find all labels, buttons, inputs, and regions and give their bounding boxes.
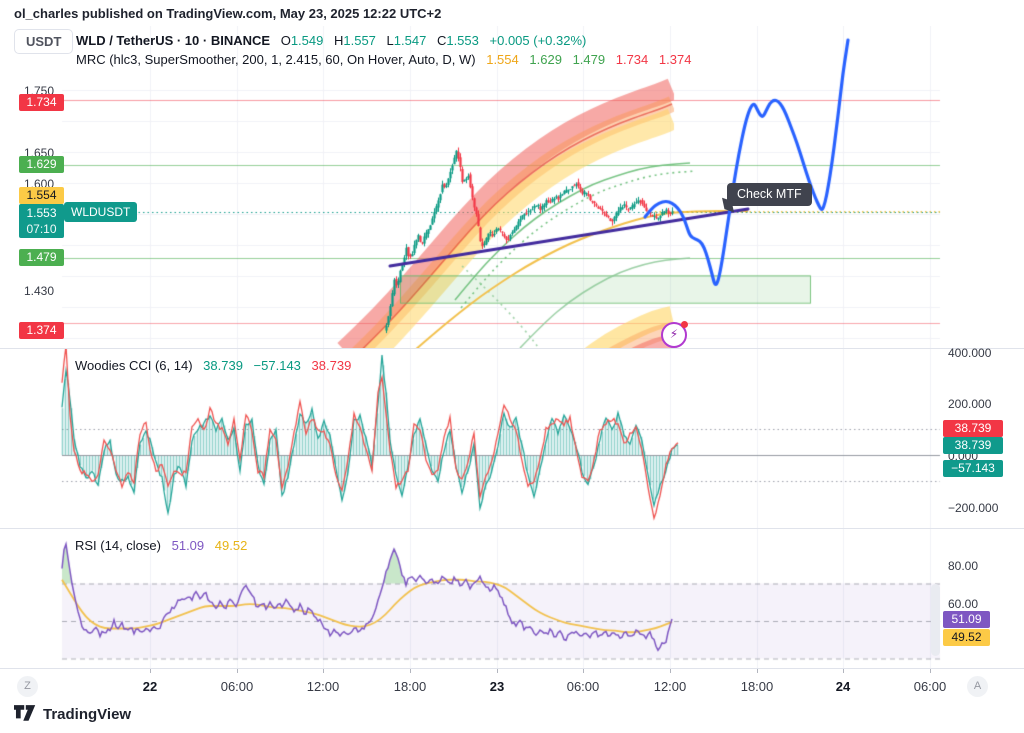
cci-value-badge: 38.739: [943, 437, 1003, 454]
time-tick-label: 23: [489, 679, 505, 694]
main-chart-canvas[interactable]: [0, 26, 1024, 348]
time-tick-label: 18:00: [740, 679, 774, 694]
rsi-value: 51.09: [171, 538, 205, 553]
check-mtf-text: Check MTF: [737, 187, 802, 201]
time-tick-mark: [150, 669, 151, 673]
time-tick-mark: [930, 669, 931, 673]
time-tick-mark: [410, 669, 411, 673]
pane-separator[interactable]: [0, 348, 1024, 349]
mrc-indicator-legend[interactable]: MRC (hlc3, SuperSmoother, 200, 1, 2.415,…: [76, 52, 691, 67]
time-tick-mark: [237, 669, 238, 673]
mrc-value-lower1: 1.479: [572, 52, 606, 67]
tradingview-logo-icon: [14, 705, 36, 721]
lightning-alert-icon[interactable]: ⚡: [661, 321, 688, 348]
time-tick-mark: [670, 669, 671, 673]
mrc-value-mean: 1.554: [486, 52, 519, 67]
timezone-button[interactable]: Z: [17, 676, 38, 697]
rsi-axis-label: 60.00: [948, 597, 979, 611]
rsi-ma-value: 49.52: [214, 538, 248, 553]
ohlc-open-value: 1.549: [290, 33, 324, 48]
time-tick-label: 12:00: [306, 679, 340, 694]
cci-value-3: 38.739: [311, 358, 352, 373]
time-tick-label: 18:00: [393, 679, 427, 694]
ohlc-open-key: O: [280, 33, 291, 48]
cci-axis-label: 400.000: [948, 346, 992, 360]
rsi-legend[interactable]: RSI (14, close) 51.09 49.52: [75, 538, 247, 553]
auto-scale-button[interactable]: A: [967, 676, 988, 697]
time-tick-label: 06:00: [566, 679, 600, 694]
mrc-value-upper2: 1.734: [615, 52, 649, 67]
price-level-badge: 1.479: [19, 249, 64, 266]
check-mtf-note[interactable]: Check MTF: [722, 183, 812, 213]
price-line-symbol-label[interactable]: WLDUSDT: [64, 202, 138, 222]
rsi-value-badge: 51.09: [943, 611, 990, 628]
time-tick-mark: [497, 669, 498, 673]
time-tick-label: 06:00: [913, 679, 947, 694]
current-price-box: 1.553 07:10: [19, 204, 64, 238]
published-line: ol_charles published on TradingView.com,…: [14, 6, 442, 21]
ohlc-high-value: 1.557: [343, 33, 376, 48]
change-value: +0.005 (+0.32%): [489, 33, 587, 48]
mrc-value-upper1: 1.629: [529, 52, 562, 67]
time-tick-mark: [323, 669, 324, 673]
bar-countdown: 07:10: [26, 222, 57, 236]
axis-drag-handle[interactable]: [931, 584, 940, 656]
rsi-value-badge: 49.52: [943, 629, 990, 646]
symbol-title: WLD / TetherUS · 10 · BINANCE: [76, 33, 271, 48]
time-axis[interactable]: Z A 22 06:00 12:00 18:00 23 06:00 12:00 18:00 24…: [0, 668, 1024, 703]
cci-value-badge: 38.739: [943, 420, 1003, 437]
ohlc-close-key: C: [436, 33, 447, 48]
price-level-badge: 1.554: [19, 187, 64, 204]
ohlc-low-key: L: [386, 33, 394, 48]
alert-dot: [681, 321, 688, 328]
symbol-legend[interactable]: WLD / TetherUS · 10 · BINANCE O1.549 H1.…: [76, 33, 586, 48]
cci-label: Woodies CCI (6, 14): [75, 358, 193, 373]
price-level-badge: 1.734: [19, 94, 64, 111]
rsi-pane-canvas[interactable]: [0, 528, 1024, 668]
time-tick-label: 22: [142, 679, 158, 694]
cci-value-badge: −57.143: [943, 460, 1003, 477]
cci-pane-canvas[interactable]: [0, 348, 1024, 528]
rsi-axis-label: 80.00: [948, 559, 979, 573]
price-level-badge: 1.629: [19, 156, 64, 173]
time-tick-label: 12:00: [653, 679, 687, 694]
cci-value-2: −57.143: [253, 358, 301, 373]
mrc-label: MRC (hlc3, SuperSmoother, 200, 1, 2.415,…: [76, 52, 476, 67]
ohlc-high-key: H: [333, 33, 344, 48]
mrc-value-lower2: 1.374: [658, 52, 692, 67]
cci-axis-label: −200.000: [948, 501, 999, 515]
pane-separator[interactable]: [0, 528, 1024, 529]
currency-toggle-button[interactable]: USDT: [14, 29, 74, 54]
tradingview-brand-text: TradingView: [43, 706, 132, 723]
rsi-label: RSI (14, close): [75, 538, 161, 553]
price-level-badge: 1.374: [19, 322, 64, 339]
time-tick-label: 06:00: [220, 679, 254, 694]
ohlc-close-value: 1.553: [446, 33, 479, 48]
cci-axis-label: 200.000: [948, 397, 992, 411]
time-tick-label: 24: [835, 679, 851, 694]
cci-legend[interactable]: Woodies CCI (6, 14) 38.739 −57.143 38.73…: [75, 358, 351, 373]
time-tick-mark: [843, 669, 844, 673]
cci-value-1: 38.739: [203, 358, 243, 373]
price-axis-label: 1.430: [24, 284, 55, 298]
ohlc-low-value: 1.547: [393, 33, 427, 48]
current-price: 1.553: [26, 206, 57, 220]
tradingview-footer[interactable]: TradingView: [14, 705, 131, 724]
time-tick-mark: [583, 669, 584, 673]
time-tick-mark: [757, 669, 758, 673]
